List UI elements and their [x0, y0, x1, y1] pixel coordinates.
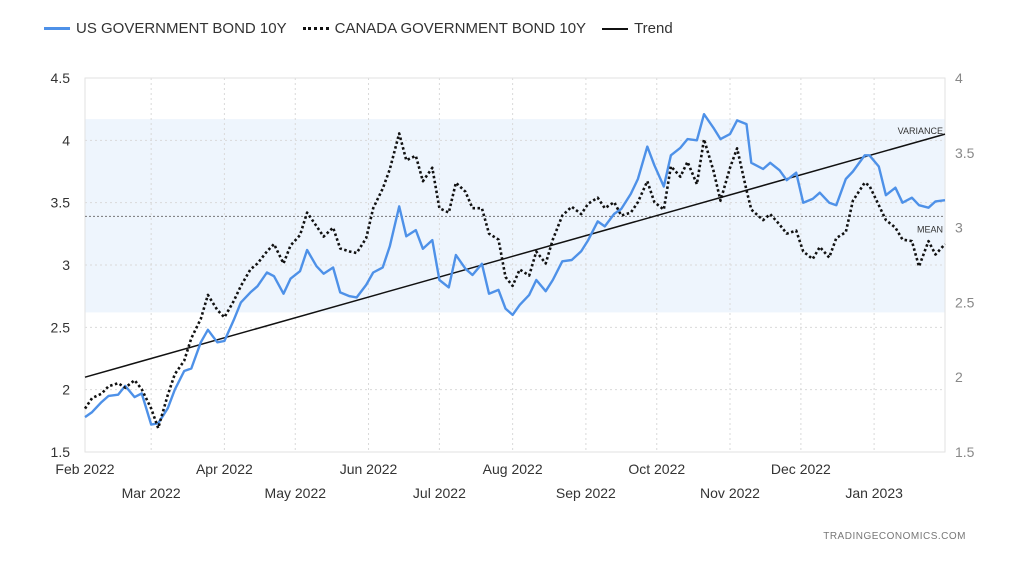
- x-axis-tick: Jun 2022: [340, 461, 398, 477]
- left-axis-tick: 3: [62, 257, 70, 273]
- right-axis-tick: 1.5: [955, 444, 975, 460]
- plot-frame: [84, 77, 946, 453]
- x-axis-tick: Mar 2022: [122, 485, 181, 501]
- left-axis-tick: 2.5: [51, 319, 71, 335]
- legend-label-canada: CANADA GOVERNMENT BOND 10Y: [334, 20, 587, 37]
- legend-label-us: US GOVERNMENT BOND 10Y: [76, 20, 287, 37]
- left-axis-tick: 3.5: [51, 195, 71, 211]
- right-axis-tick: 2: [955, 369, 963, 385]
- x-axis-tick: Aug 2022: [483, 461, 543, 477]
- right-axis-tick: 2.5: [955, 294, 975, 310]
- left-axis-tick: 2: [62, 382, 70, 398]
- left-axis-tick: 4.5: [51, 70, 71, 86]
- x-axis-tick: Sep 2022: [556, 485, 616, 501]
- legend-item-trend[interactable]: Trend: [602, 20, 673, 37]
- legend-swatch-trend: [602, 27, 629, 30]
- x-axis-tick: Nov 2022: [700, 485, 760, 501]
- source-watermark: TRADINGECONOMICS.COM: [823, 531, 966, 542]
- legend-item-us[interactable]: US GOVERNMENT BOND 10Y: [44, 20, 287, 37]
- left-axis-tick: 4: [62, 132, 70, 148]
- right-axis-tick: 4: [955, 70, 963, 86]
- x-axis-tick: Jan 2023: [845, 485, 903, 501]
- legend-swatch-canada: [302, 27, 329, 30]
- right-axis-tick: 3: [955, 220, 963, 236]
- variance-annotation: VARIANCE: [898, 126, 943, 136]
- x-axis-tick: Jul 2022: [413, 485, 466, 501]
- chart-legend: US GOVERNMENT BOND 10Y CANADA GOVERNMENT…: [44, 20, 689, 37]
- canada-bond-series-line: [83, 132, 946, 430]
- legend-label-trend: Trend: [634, 20, 673, 37]
- legend-swatch-us: [44, 27, 70, 30]
- left-axis-tick: 1.5: [51, 444, 71, 460]
- mean-annotation: MEAN: [917, 224, 943, 234]
- legend-item-canada[interactable]: CANADA GOVERNMENT BOND 10Y: [302, 20, 587, 37]
- variance-band: [85, 119, 945, 313]
- trend-line: [84, 133, 946, 378]
- x-axis-tick: May 2022: [265, 485, 327, 501]
- x-axis-tick: Apr 2022: [196, 461, 253, 477]
- right-axis-tick: 3.5: [955, 145, 975, 161]
- x-axis-tick: Dec 2022: [771, 461, 831, 477]
- x-axis-tick: Feb 2022: [55, 461, 114, 477]
- x-axis-tick: Oct 2022: [628, 461, 685, 477]
- us-bond-series-line: [84, 113, 946, 426]
